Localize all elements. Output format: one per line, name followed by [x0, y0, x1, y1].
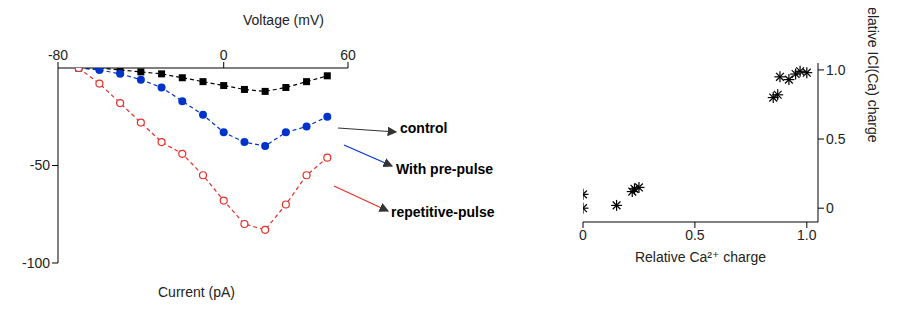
svg-text:1.0: 1.0: [826, 62, 846, 78]
svg-text:0: 0: [826, 200, 834, 216]
svg-text:-100: -100: [22, 255, 50, 271]
svg-text:Relative Ca²⁺ charge: Relative Ca²⁺ charge: [635, 249, 766, 265]
html-text:Voltage (mV): Voltage (mV): [243, 12, 324, 28]
svg-text:-80: -80: [48, 47, 68, 63]
svg-text:1.0: 1.0: [797, 227, 817, 243]
html-text:control: control: [400, 120, 448, 136]
html-text:With pre-pulse: With pre-pulse: [396, 161, 494, 177]
svg-text:-50: -50: [30, 157, 50, 173]
svg-text:0: 0: [579, 227, 587, 243]
svg-text:0.5: 0.5: [826, 131, 846, 147]
svg-text:0: 0: [220, 47, 228, 63]
svg-text:0.5: 0.5: [685, 227, 705, 243]
svg-text:Relative ICl(Ca) charge: Relative ICl(Ca) charge: [865, 8, 881, 143]
html-text:repetitive-pulse: repetitive-pulse: [391, 204, 495, 220]
svg-text:60: 60: [340, 47, 356, 63]
html-text:Current (pA): Current (pA): [158, 284, 235, 300]
